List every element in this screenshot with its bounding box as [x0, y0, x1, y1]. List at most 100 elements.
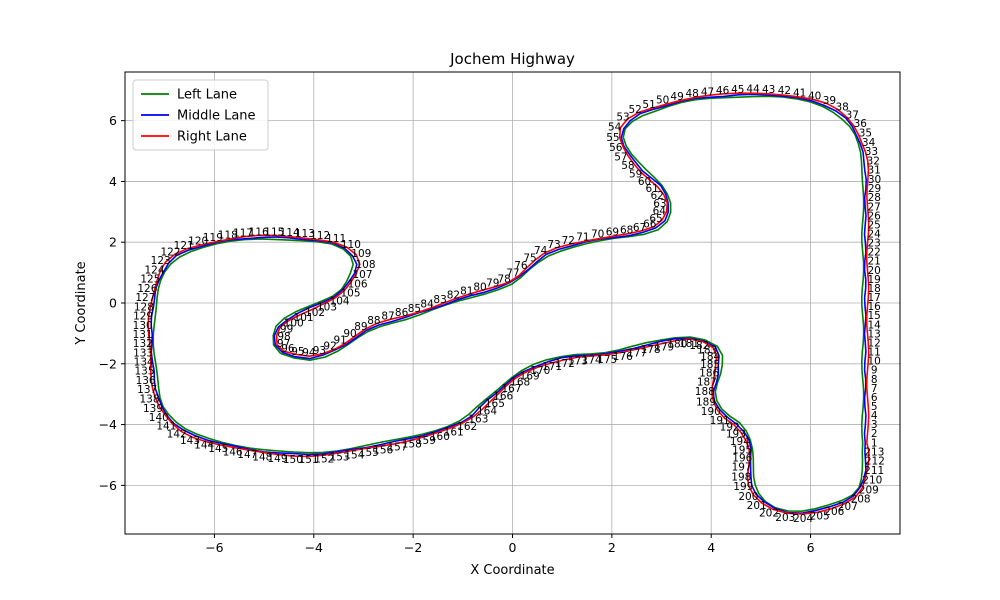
point-label: 199 [733, 481, 753, 493]
point-label: 43 [762, 84, 775, 96]
point-label: 93 [313, 345, 326, 357]
point-label: 90 [343, 328, 356, 340]
point-label: 126 [137, 283, 157, 295]
point-label: 49 [670, 91, 683, 103]
point-label: 72 [562, 235, 575, 247]
point-label: 27 [868, 201, 881, 213]
point-label: 137 [137, 384, 157, 396]
point-label: 174 [582, 355, 602, 367]
point-label: 6 [871, 392, 878, 404]
point-label: 180 [667, 339, 687, 351]
point-label: 109 [351, 248, 371, 260]
point-label: 181 [679, 338, 699, 350]
point-label: 13 [868, 328, 881, 340]
point-label: 145 [208, 443, 228, 455]
point-label: 163 [468, 414, 488, 426]
point-label: 81 [460, 286, 473, 298]
x-tick-label: 0 [509, 540, 517, 555]
y-tick-label: −6 [99, 478, 117, 493]
point-label: 80 [473, 282, 486, 294]
point-label: 183 [697, 345, 717, 357]
point-label: 91 [334, 335, 347, 347]
point-label: 161 [444, 427, 464, 439]
point-label: 71 [576, 231, 589, 243]
point-label: 92 [323, 340, 336, 352]
point-label: 85 [408, 303, 421, 315]
point-label: 115 [264, 226, 284, 238]
lane-lines [147, 92, 870, 515]
point-label: 125 [140, 274, 160, 286]
point-label: 143 [180, 435, 200, 447]
point-label: 153 [330, 452, 350, 464]
point-label: 57 [614, 151, 627, 163]
point-label: 98 [277, 331, 290, 343]
point-label: 110 [341, 239, 361, 251]
point-label: 146 [223, 446, 243, 458]
point-label: 22 [868, 247, 881, 259]
grid [125, 72, 900, 534]
point-label: 53 [616, 112, 629, 124]
point-label: 66 [643, 219, 657, 231]
point-label: 119 [203, 232, 223, 244]
point-label: 141 [156, 421, 176, 433]
point-label: 189 [696, 396, 716, 408]
point-label: 207 [838, 501, 858, 513]
point-label: 59 [629, 168, 642, 180]
point-label: 195 [732, 444, 752, 456]
point-label: 74 [534, 245, 548, 257]
point-label: 116 [249, 227, 269, 239]
point-label: 64 [653, 206, 667, 218]
point-label: 160 [430, 431, 450, 443]
point-label: 149 [267, 453, 287, 465]
point-label: 70 [591, 229, 604, 241]
point-label: 76 [514, 260, 528, 272]
point-label: 2 [871, 428, 878, 440]
point-label: 169 [520, 370, 540, 382]
x-tick-label: 2 [608, 540, 616, 555]
chart-title: Jochem Highway [449, 50, 575, 68]
point-label: 192 [720, 422, 740, 434]
point-label: 178 [641, 344, 661, 356]
point-label: 157 [387, 442, 407, 454]
point-label: 30 [868, 174, 881, 186]
point-label: 114 [280, 227, 300, 239]
point-label: 69 [606, 227, 619, 239]
point-label: 35 [859, 128, 872, 140]
point-label: 9 [871, 365, 878, 377]
y-tick-label: 4 [109, 174, 117, 189]
point-label: 175 [597, 354, 617, 366]
point-label: 117 [233, 228, 253, 240]
point-label: 130 [133, 320, 153, 332]
point-label: 187 [697, 377, 717, 389]
point-label: 84 [420, 299, 434, 311]
point-label: 185 [700, 359, 720, 371]
point-label: 23 [868, 238, 881, 250]
point-label: 10 [868, 356, 881, 368]
point-label: 26 [868, 210, 882, 222]
point-label: 47 [701, 86, 714, 98]
point-label: 54 [608, 121, 622, 133]
point-label: 154 [344, 449, 364, 461]
point-label: 104 [330, 296, 350, 308]
point-label: 97 [277, 338, 290, 350]
point-label: 182 [689, 340, 709, 352]
point-label: 138 [139, 393, 159, 405]
point-label: 133 [133, 347, 153, 359]
lane-line-left-lane [152, 95, 865, 512]
point-label: 62 [651, 190, 664, 202]
point-label: 58 [621, 160, 634, 172]
x-tick-label: −6 [205, 540, 223, 555]
point-label: 127 [135, 292, 155, 304]
point-label: 86 [395, 307, 409, 319]
point-label: 111 [326, 233, 346, 245]
point-label: 131 [133, 329, 153, 341]
y-tick-label: 6 [109, 113, 117, 128]
point-label: 61 [646, 183, 659, 195]
point-label: 75 [523, 253, 536, 265]
point-label: 150 [283, 454, 303, 466]
point-label: 46 [716, 85, 730, 97]
point-label: 67 [633, 222, 646, 234]
point-label: 173 [568, 356, 588, 368]
point-label: 11 [868, 347, 881, 359]
lane-line-middle-lane [150, 93, 867, 514]
